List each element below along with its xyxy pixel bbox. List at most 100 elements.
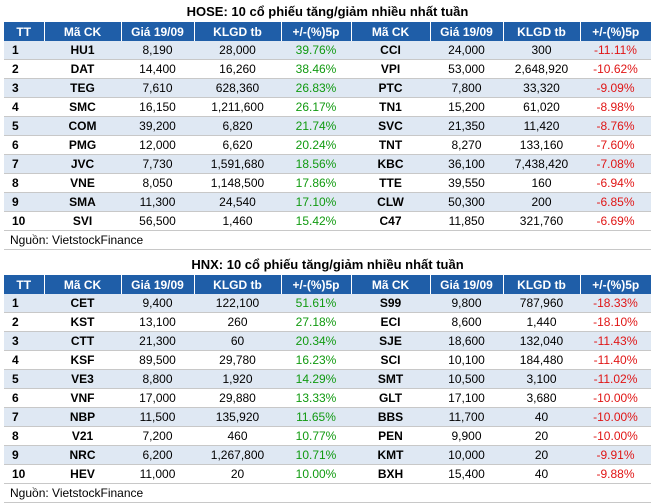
change-down: -10.00% [580,426,651,446]
symbol-up: CTT [44,331,121,351]
price-up: 39,200 [121,116,194,136]
col-symbol-down: Mã CK [350,22,430,41]
change-up: 38.46% [281,59,351,79]
hnx-title: HNX: 10 cổ phiếu tăng/giảm nhiều nhất tu… [191,257,464,272]
change-up: 26.83% [281,78,351,98]
table-row: 10 HEV 11,000 20 10.00% BXH 15,400 40 -9.88% [4,464,651,484]
price-down: 17,100 [430,388,503,408]
hose-header-row: TT Mã CK Giá 19/09 KLGD tb +/-(%)5p Mã C… [4,22,651,41]
table-row: 6 PMG 12,000 6,620 20.24% TNT 8,270 133,160 -7.6… [4,135,651,155]
price-down: 18,600 [430,331,503,351]
price-up: 56,500 [121,211,194,231]
row-number: 6 [4,388,44,408]
hnx-header-row: TT Mã CK Giá 19/09 KLGD tb +/-(%)5p Mã C… [4,275,651,294]
symbol-up: SMC [44,97,121,117]
symbol-down: BBS [351,407,430,427]
volume-down: 321,760 [503,211,580,231]
volume-down: 2,648,920 [503,59,580,79]
volume-up: 260 [194,312,281,332]
row-number: 4 [4,350,44,370]
symbol-up: VNF [44,388,121,408]
volume-up: 1,211,600 [194,97,281,117]
hose-section: HOSE: 10 cổ phiếu tăng/giảm nhiều nhất t… [4,2,651,250]
change-up: 10.77% [281,426,351,446]
symbol-up: DAT [44,59,121,79]
change-up: 15.42% [281,211,351,231]
price-down: 10,000 [430,445,503,465]
col-symbol: Mã CK [43,22,121,41]
col-volume: KLGD tb [193,275,281,294]
change-up: 17.86% [281,173,351,193]
volume-down: 11,420 [503,116,580,136]
row-number: 7 [4,407,44,427]
price-down: 53,000 [430,59,503,79]
volume-up: 1,591,680 [194,154,281,174]
change-up: 27.18% [281,312,351,332]
col-symbol: Mã CK [43,275,121,294]
symbol-down: PTC [351,78,430,98]
price-up: 16,150 [121,97,194,117]
symbol-down: VPI [351,59,430,79]
volume-down: 300 [503,41,580,60]
symbol-down: S99 [351,294,430,313]
price-up: 11,300 [121,192,194,212]
table-row: 5 COM 39,200 6,820 21.74% SVC 21,350 11,420 -8.7… [4,116,651,136]
change-up: 11.65% [281,407,351,427]
price-up: 13,100 [121,312,194,332]
price-up: 6,200 [121,445,194,465]
price-down: 15,400 [430,464,503,484]
symbol-down: TN1 [351,97,430,117]
price-down: 39,550 [430,173,503,193]
volume-up: 6,620 [194,135,281,155]
table-row: 10 SVI 56,500 1,460 15.42% C47 11,850 321,760 -6… [4,211,651,231]
change-up: 17.10% [281,192,351,212]
table-row: 7 JVC 7,730 1,591,680 18.56% KBC 36,100 7,438,4… [4,154,651,174]
volume-down: 40 [503,464,580,484]
change-down: -6.94% [580,173,651,193]
row-number: 1 [4,41,44,60]
row-number: 10 [4,211,44,231]
change-down: -10.00% [580,407,651,427]
table-row: 2 KST 13,100 260 27.18% ECI 8,600 1,440 -18.10% [4,312,651,332]
price-up: 12,000 [121,135,194,155]
volume-down: 3,100 [503,369,580,389]
change-up: 13.33% [281,388,351,408]
row-number: 8 [4,426,44,446]
price-down: 21,350 [430,116,503,136]
price-up: 89,500 [121,350,194,370]
price-up: 9,400 [121,294,194,313]
hnx-source: Nguồn: VietstockFinance [4,484,651,503]
price-down: 10,500 [430,369,503,389]
row-number: 7 [4,154,44,174]
change-down: -10.00% [580,388,651,408]
table-row: 1 HU1 8,190 28,000 39.76% CCI 24,000 300 -11.11% [4,41,651,60]
symbol-down: KMT [351,445,430,465]
table-row: 8 VNE 8,050 1,148,500 17.86% TTE 39,550 160 -6.9… [4,173,651,193]
symbol-up: V21 [44,426,121,446]
price-down: 15,200 [430,97,503,117]
price-down: 50,300 [430,192,503,212]
change-up: 10.71% [281,445,351,465]
price-up: 8,050 [121,173,194,193]
col-change: +/-(%)5p [280,22,351,41]
price-up: 7,610 [121,78,194,98]
volume-down: 61,020 [503,97,580,117]
symbol-down: SMT [351,369,430,389]
change-up: 26.17% [281,97,351,117]
table-row: 7 NBP 11,500 135,920 11.65% BBS 11,700 40 -10.00… [4,407,651,427]
col-price-down: Giá 19/09 [429,22,503,41]
symbol-up: VE3 [44,369,121,389]
table-row: 3 TEG 7,610 628,360 26.83% PTC 7,800 33,320 -9.0… [4,78,651,98]
table-row: 9 SMA 11,300 24,540 17.10% CLW 50,300 200 -6.85% [4,192,651,212]
row-number: 10 [4,464,44,484]
price-down: 11,700 [430,407,503,427]
table-row: 8 V21 7,200 460 10.77% PEN 9,900 20 -10.00% [4,426,651,446]
volume-down: 200 [503,192,580,212]
row-number: 6 [4,135,44,155]
price-down: 10,100 [430,350,503,370]
price-down: 7,800 [430,78,503,98]
volume-up: 628,360 [194,78,281,98]
row-number: 2 [4,59,44,79]
change-up: 21.74% [281,116,351,136]
row-number: 8 [4,173,44,193]
